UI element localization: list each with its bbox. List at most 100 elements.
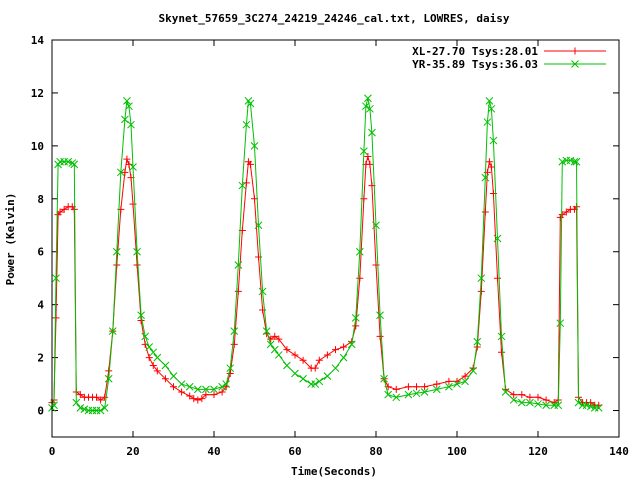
data-point	[497, 332, 506, 341]
data-point	[392, 393, 401, 402]
data-point	[364, 94, 372, 103]
data-point	[234, 287, 242, 295]
data-point	[299, 356, 307, 364]
legend-marker	[571, 47, 579, 55]
data-point	[104, 374, 113, 383]
data-point	[493, 234, 502, 243]
data-point	[420, 388, 429, 396]
data-point	[108, 327, 117, 335]
data-point	[149, 348, 158, 357]
data-point	[56, 208, 64, 216]
data-point	[477, 287, 485, 295]
data-point	[483, 118, 492, 126]
y-tick-label: 10	[31, 140, 44, 153]
data-point	[127, 120, 135, 129]
data-point	[487, 104, 496, 113]
plot-frame	[51, 39, 620, 438]
x-axis-label: Time(Seconds)	[291, 465, 377, 478]
data-point	[275, 335, 283, 343]
data-point	[347, 340, 356, 349]
data-point	[351, 314, 360, 322]
data-point	[76, 391, 84, 399]
data-point	[202, 391, 210, 399]
data-point	[226, 364, 235, 373]
data-point	[542, 396, 550, 404]
data-point	[498, 348, 506, 356]
data-point	[587, 399, 595, 407]
data-point	[133, 247, 141, 256]
data-point	[72, 398, 81, 407]
data-point	[542, 401, 550, 410]
data-point	[121, 115, 129, 124]
x-tick-label: 60	[288, 445, 301, 458]
data-point	[218, 382, 226, 391]
data-point	[93, 393, 101, 401]
data-point	[153, 367, 161, 375]
data-point	[323, 372, 332, 380]
data-point	[198, 395, 206, 403]
data-point	[283, 346, 291, 354]
data-point	[101, 393, 109, 401]
y-tick-label: 8	[37, 193, 44, 206]
data-point	[60, 205, 68, 213]
data-point	[262, 327, 271, 335]
data-point	[230, 327, 239, 335]
data-point	[433, 380, 441, 388]
data-point	[210, 385, 218, 394]
data-point	[421, 383, 429, 391]
data-point	[274, 351, 283, 359]
data-point	[534, 393, 542, 401]
data-point	[270, 345, 279, 354]
data-point	[194, 396, 202, 404]
data-point	[185, 382, 194, 391]
data-point	[169, 372, 178, 380]
data-point	[193, 385, 202, 394]
data-point	[141, 332, 150, 341]
x-tick-label: 100	[447, 445, 467, 458]
data-point	[509, 396, 518, 404]
data-point	[518, 391, 526, 399]
data-point	[267, 335, 275, 343]
data-point	[52, 314, 60, 322]
data-point	[453, 380, 461, 388]
data-point	[125, 102, 133, 111]
data-point	[141, 340, 149, 348]
data-point	[100, 404, 109, 412]
data-point	[489, 136, 498, 145]
data-point	[238, 181, 247, 190]
data-point	[190, 395, 198, 403]
legend-label: XL-27.70 Tsys:28.01	[412, 45, 538, 58]
data-point	[352, 322, 360, 330]
data-point	[161, 375, 169, 383]
data-point	[137, 317, 145, 325]
data-point	[392, 385, 400, 393]
data-point	[432, 385, 441, 394]
x-tick-label: 120	[528, 445, 548, 458]
data-point	[153, 353, 162, 362]
data-point	[234, 261, 243, 269]
data-point	[376, 311, 384, 320]
data-point	[332, 346, 339, 354]
data-point	[242, 179, 250, 187]
data-point	[526, 398, 534, 407]
data-point	[517, 398, 526, 407]
data-point	[534, 400, 542, 408]
data-point	[359, 147, 368, 156]
data-point	[556, 319, 565, 328]
data-point	[445, 377, 453, 385]
x-tick-label: 80	[369, 445, 382, 458]
data-point	[570, 157, 579, 166]
data-point	[246, 160, 254, 168]
data-point	[291, 369, 299, 378]
y-tick-label: 0	[37, 405, 44, 418]
data-point	[481, 173, 490, 182]
data-point	[339, 353, 348, 362]
legend-marker	[571, 60, 579, 68]
data-point	[145, 354, 153, 362]
data-point	[572, 157, 581, 166]
data-point	[323, 351, 331, 359]
x-tick-label: 140	[609, 445, 629, 458]
data-point	[413, 383, 420, 391]
data-point	[170, 383, 177, 391]
